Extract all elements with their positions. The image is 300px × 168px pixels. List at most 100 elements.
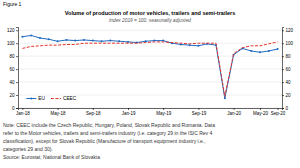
y2-tick-mark [282, 82, 284, 83]
point [74, 40, 76, 42]
x-axis: Jan-18 May-18 Sep-18 Jan-19 May-19 Sep-19 Jan-… [16, 108, 286, 116]
series [22, 42, 277, 96]
y2-tick-mark [282, 56, 284, 57]
point [30, 34, 32, 36]
x-tick-label: Jan-18 [16, 111, 30, 116]
y-tick-mark [16, 56, 18, 57]
y2-tick: 0 [282, 106, 289, 111]
y2-tick-mark [282, 108, 284, 109]
x-tick-mark [128, 108, 129, 110]
y-tick: 60 [9, 67, 18, 72]
point [57, 40, 59, 42]
point [250, 50, 252, 52]
x-tick-mark [198, 108, 199, 110]
y2-tick: 120 [282, 28, 294, 33]
x-tick-label: Jan-19 [122, 111, 136, 116]
note: refer to the Motor vehicles, trailers an… [3, 130, 212, 136]
y2-tick-label: 40 [286, 80, 292, 85]
legend-swatch [26, 98, 36, 99]
y-tick: 120 [7, 28, 18, 33]
point [101, 40, 103, 42]
note: Source: Eurostat; National Bank of Slova… [3, 154, 100, 160]
y2-tick-label: 80 [286, 54, 292, 59]
axis-line [16, 28, 19, 109]
y2-tick: 20 [282, 93, 291, 98]
point [92, 40, 94, 42]
y-tick: 80 [9, 54, 18, 59]
y2-tick-label: 20 [286, 93, 292, 98]
point [83, 39, 85, 41]
y-tick: 40 [9, 80, 18, 85]
y-tick-label: 100 [7, 41, 15, 46]
x-tick-mark [163, 108, 164, 110]
plot: Jan-18 May-18 Sep-18 Jan-19 May-19 Sep-19 Jan-… [7, 28, 294, 116]
y-tick: 0 [12, 106, 18, 111]
point [189, 44, 191, 46]
point [224, 97, 226, 99]
grid-line [18, 82, 282, 83]
point [180, 43, 182, 45]
legend-item: CEEC [51, 96, 77, 101]
y-axis: 0 20 40 60 80 100 120 [7, 28, 19, 111]
x-tick-label: Sep-18 [86, 111, 101, 116]
y2-tick-mark [282, 69, 284, 70]
x-tick-label: May-18 [51, 111, 67, 116]
point [109, 40, 111, 42]
x-tick: May-18 [51, 108, 67, 116]
point [127, 41, 129, 43]
x-tick-label: Sep-20 [271, 111, 286, 116]
legend-swatch [51, 98, 61, 99]
point [268, 50, 270, 52]
y2-tick: 60 [282, 67, 291, 72]
grid-line [18, 95, 282, 96]
legend-label: EU [38, 96, 45, 101]
note: classification), except for Slovak Repub… [3, 138, 206, 144]
y-tick-mark [16, 108, 18, 109]
title: Volume of production of motor vehicles, … [65, 10, 235, 16]
x-tick: Sep-19 [192, 108, 207, 116]
note: Note: CEEC include the Czech Republic, H… [3, 122, 215, 128]
x-tick: Sep-20 [271, 108, 286, 116]
y-tick-mark [16, 82, 18, 83]
y-tick-mark [16, 30, 18, 31]
x-tick: Jan-18 [16, 108, 30, 116]
y-tick-label: 20 [9, 93, 15, 98]
grid-line [18, 69, 282, 70]
x-tick-mark [234, 108, 235, 110]
series-layer [21, 34, 278, 99]
y2-tick-label: 100 [286, 41, 294, 46]
x-tick-label: May-19 [156, 111, 172, 116]
x-tick: Jan-19 [122, 108, 136, 116]
y-tick-mark [16, 95, 18, 96]
y-tick-mark [16, 43, 18, 44]
x-tick: Jan-20 [227, 108, 241, 116]
y2-tick-label: 0 [286, 106, 289, 111]
subtitle: Index 2019 = 100, seasonally adjusted [109, 18, 191, 23]
grid-line [18, 56, 282, 57]
y2-tick-label: 60 [286, 67, 292, 72]
axis-line [283, 28, 285, 109]
point [153, 40, 155, 42]
legend: EU CEEC [26, 96, 77, 101]
point [65, 39, 67, 41]
y2-tick-mark [282, 43, 284, 44]
line [22, 35, 277, 98]
point [21, 36, 23, 38]
legend-label: CEEC [63, 96, 77, 101]
x-tick: May-20 [253, 108, 269, 116]
legend-marker [30, 98, 32, 100]
y-tick-label: 60 [9, 67, 15, 72]
x-tick-label: Jan-20 [227, 111, 241, 116]
y2-tick-label: 120 [286, 28, 294, 33]
y2-tick: 80 [282, 54, 291, 59]
note: categories 29 and 30). [3, 146, 53, 152]
y-tick: 100 [7, 41, 18, 46]
point [48, 38, 50, 40]
grid-line [18, 30, 282, 31]
y2-tick-mark [282, 95, 284, 96]
point [145, 40, 147, 42]
y-tick-label: 80 [9, 54, 15, 59]
notes: Note: CEEC include the Czech Republic, H… [3, 122, 215, 160]
point [259, 51, 261, 53]
point [162, 40, 164, 42]
